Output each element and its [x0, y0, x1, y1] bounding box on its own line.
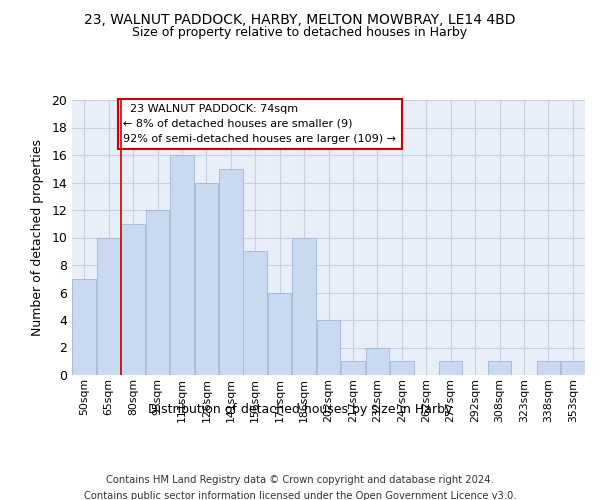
Bar [219, 169, 242, 375]
Text: Distribution of detached houses by size in Harby: Distribution of detached houses by size … [148, 402, 452, 415]
Text: 23, WALNUT PADDOCK, HARBY, MELTON MOWBRAY, LE14 4BD: 23, WALNUT PADDOCK, HARBY, MELTON MOWBRA… [84, 12, 516, 26]
Bar [268, 292, 292, 375]
Bar [390, 361, 413, 375]
Bar [341, 361, 365, 375]
Bar [97, 238, 121, 375]
Bar [170, 155, 194, 375]
Bar [244, 251, 267, 375]
Bar [317, 320, 340, 375]
Bar [194, 182, 218, 375]
Bar [121, 224, 145, 375]
Bar [439, 361, 463, 375]
Y-axis label: Number of detached properties: Number of detached properties [31, 139, 44, 336]
Bar [365, 348, 389, 375]
Text: 23 WALNUT PADDOCK: 74sqm
← 8% of detached houses are smaller (9)
92% of semi-det: 23 WALNUT PADDOCK: 74sqm ← 8% of detache… [124, 104, 397, 144]
Bar [536, 361, 560, 375]
Text: Size of property relative to detached houses in Harby: Size of property relative to detached ho… [133, 26, 467, 39]
Text: Contains HM Land Registry data © Crown copyright and database right 2024.
Contai: Contains HM Land Registry data © Crown c… [84, 475, 516, 500]
Bar [292, 238, 316, 375]
Bar [561, 361, 584, 375]
Bar [73, 279, 96, 375]
Bar [146, 210, 169, 375]
Bar [488, 361, 511, 375]
